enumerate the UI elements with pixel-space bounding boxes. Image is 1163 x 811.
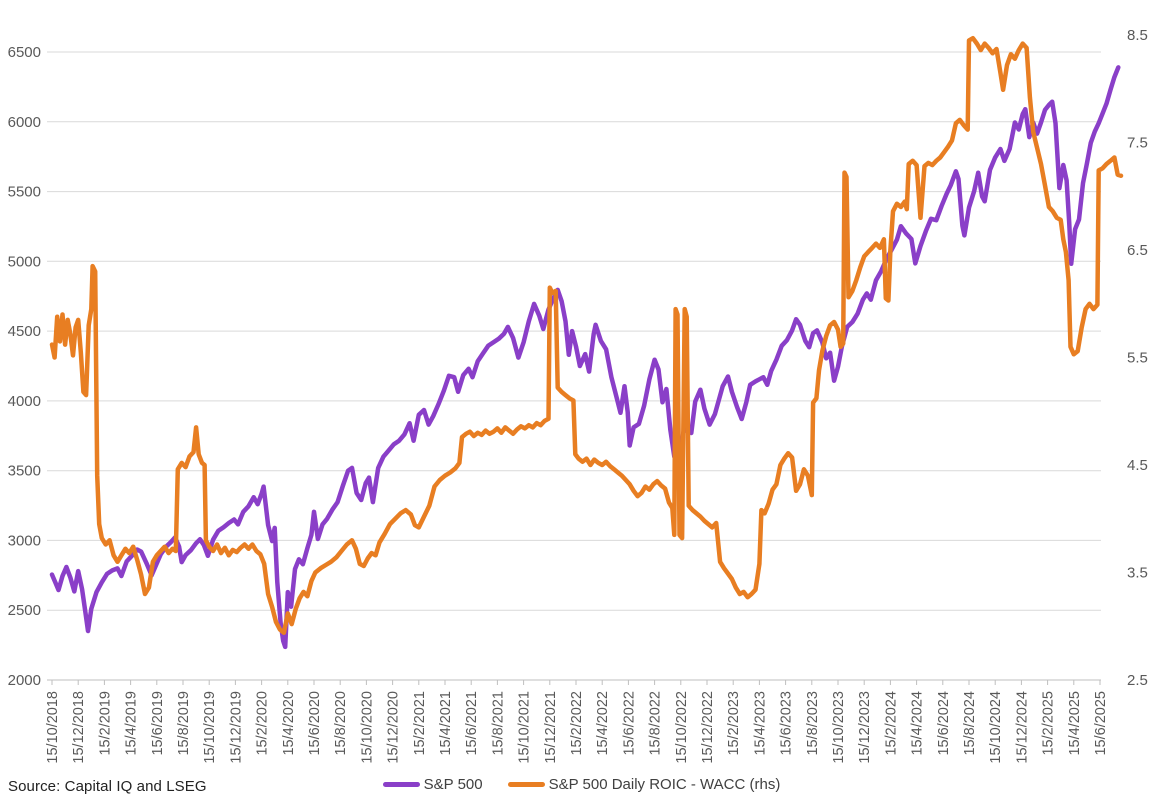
x-tick-label: 15/4/2020 xyxy=(281,691,297,756)
x-tick-label: 15/6/2023 xyxy=(779,691,795,756)
x-tick-label: 15/12/2021 xyxy=(543,691,559,764)
y-left-tick-label: 3000 xyxy=(8,532,41,549)
y-right-tick-label: 5.5 xyxy=(1127,350,1148,367)
x-tick-label: 15/10/2024 xyxy=(988,691,1004,764)
y-right-tick-label: 6.5 xyxy=(1127,242,1148,259)
x-tick-label: 15/10/2019 xyxy=(202,691,218,764)
x-tick-label: 15/8/2024 xyxy=(962,691,978,756)
x-tick-label: 15/10/2021 xyxy=(517,691,533,764)
legend-item-roic: S&P 500 Daily ROIC - WACC (rhs) xyxy=(507,776,781,793)
x-tick-label: 15/2/2024 xyxy=(883,691,899,756)
y-right-tick-label: 3.5 xyxy=(1127,565,1148,582)
x-tick-label: 15/4/2021 xyxy=(438,691,454,756)
y-left-tick-label: 4000 xyxy=(8,393,41,410)
x-tick-label: 15/10/2020 xyxy=(359,691,375,764)
y-left-tick-label: 5000 xyxy=(8,253,41,270)
y-left-tick-label: 2500 xyxy=(8,602,41,619)
x-tick-label: 15/2/2023 xyxy=(726,691,742,756)
x-tick-label: 15/4/2025 xyxy=(1067,691,1083,756)
x-tick-label: 15/6/2020 xyxy=(307,691,323,756)
x-tick-label: 15/6/2024 xyxy=(936,691,952,756)
x-tick-label: 15/8/2022 xyxy=(648,691,664,756)
x-tick-label: 15/6/2021 xyxy=(464,691,480,756)
chart-area: 15/10/2018 15/12/2018 15/2/2019 15/4/2019 15… xyxy=(8,27,1148,764)
y-left-tick-label: 3500 xyxy=(8,463,41,480)
x-tick-label: 15/6/2025 xyxy=(1093,691,1109,756)
x-tick-label: 15/2/2022 xyxy=(569,691,585,756)
x-tick-label: 15/10/2022 xyxy=(674,691,690,764)
x-tick-label: 15/12/2020 xyxy=(386,691,402,764)
x-tick-label: 15/8/2023 xyxy=(805,691,821,756)
x-tick-label: 15/2/2020 xyxy=(255,691,271,756)
x-tick-label: 15/4/2019 xyxy=(124,691,140,756)
source-note: Source: Capital IQ and LSEG xyxy=(8,778,207,795)
legend-label-sp500: S&P 500 xyxy=(423,776,483,793)
legend-item-sp500: S&P 500 xyxy=(382,776,483,793)
x-tick-label: 15/4/2022 xyxy=(595,691,611,756)
legend: S&P 500 S&P 500 Daily ROIC - WACC (rhs) xyxy=(0,776,1163,793)
x-tick-label: 15/12/2018 xyxy=(71,691,87,764)
x-tick-label: 15/8/2020 xyxy=(333,691,349,756)
y-right-tick-label: 2.5 xyxy=(1127,672,1148,689)
x-tick-label: 15/2/2021 xyxy=(412,691,428,756)
x-tick-label: 15/8/2019 xyxy=(176,691,192,756)
x-tick-label: 15/12/2024 xyxy=(1014,691,1030,764)
y-left-tick-label: 2000 xyxy=(8,672,41,689)
y-right-tick-label: 7.5 xyxy=(1127,135,1148,152)
x-tick-label: 15/12/2022 xyxy=(700,691,716,764)
x-tick-label: 15/10/2018 xyxy=(45,691,61,764)
y-left-tick-label: 5500 xyxy=(8,184,41,201)
y-left-tick-label: 4500 xyxy=(8,323,41,340)
chart-footer: Source: Capital IQ and LSEG S&P 500 S&P … xyxy=(0,774,1163,804)
y-left-tick-label: 6000 xyxy=(8,114,41,131)
y-right-tick-label: 4.5 xyxy=(1127,457,1148,474)
x-tick-label: 15/8/2021 xyxy=(490,691,506,756)
x-tick-label: 15/4/2024 xyxy=(910,691,926,756)
legend-label-roic: S&P 500 Daily ROIC - WACC (rhs) xyxy=(548,776,781,793)
x-tick-label: 15/2/2025 xyxy=(1041,691,1057,756)
x-tick-label: 15/6/2019 xyxy=(150,691,166,756)
chart-svg: 15/10/2018 15/12/2018 15/2/2019 15/4/2019 15… xyxy=(8,27,1148,764)
x-tick-label: 15/4/2023 xyxy=(752,691,768,756)
series-line-sp500 xyxy=(49,65,1121,650)
x-tick-label: 15/12/2023 xyxy=(857,691,873,764)
sp500-line-swatch xyxy=(382,782,420,787)
y-right-tick-label: 8.5 xyxy=(1127,27,1148,44)
y-left-tick-label: 6500 xyxy=(8,44,41,61)
x-tick-label: 15/12/2019 xyxy=(228,691,244,764)
x-tick-label: 15/2/2019 xyxy=(97,691,113,756)
roic-line-swatch xyxy=(507,782,545,787)
series-line-roic-wacc xyxy=(49,35,1124,635)
x-tick-label: 15/10/2023 xyxy=(831,691,847,764)
x-tick-label: 15/6/2022 xyxy=(621,691,637,756)
